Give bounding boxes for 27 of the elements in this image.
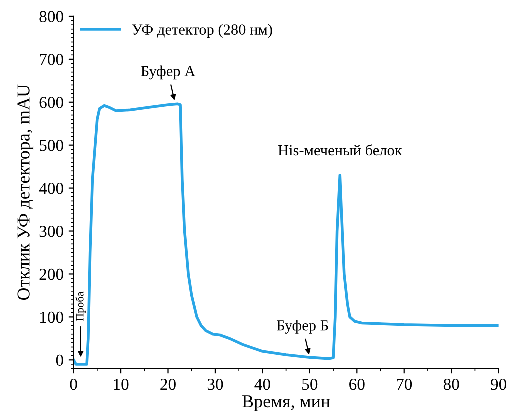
x-tick-label: 80 xyxy=(444,378,460,390)
annotation: Буфер Б xyxy=(277,320,328,334)
x-tick-label: 10 xyxy=(114,378,129,390)
annotation: His-меченый белок xyxy=(278,144,402,156)
x-tick-label: 60 xyxy=(350,378,365,390)
y-tick-label: 0 xyxy=(56,354,64,366)
annotation: Буфер А xyxy=(141,66,196,80)
line-series xyxy=(74,102,499,366)
y-tick-label: 100 xyxy=(40,312,64,324)
y-tick-label: 400 xyxy=(39,183,64,194)
y-tick-label: 300 xyxy=(40,226,64,238)
y-tick-label: 200 xyxy=(40,268,64,280)
x-tick-label: 70 xyxy=(397,378,412,390)
annotation: Проба xyxy=(76,292,86,322)
x-tick-label: 30 xyxy=(208,378,224,390)
y-tick-label: 500 xyxy=(40,140,64,152)
x-tick-label: 50 xyxy=(302,378,318,390)
y-tick-label: 800 xyxy=(40,11,64,22)
x-tick-label: 90 xyxy=(491,378,507,390)
y-tick-label: 700 xyxy=(40,54,64,66)
x-axis-title: Время, мин xyxy=(242,396,330,412)
x-tick-label: 0 xyxy=(70,378,78,390)
y-axis-title: Отклик УФ детектора, mAU xyxy=(18,84,34,300)
x-tick-label: 40 xyxy=(254,378,270,390)
x-tick-label: 20 xyxy=(160,378,176,390)
y-tick-label: 600 xyxy=(40,97,64,108)
legend-label: УФ детектор (280 нм) xyxy=(132,24,272,38)
